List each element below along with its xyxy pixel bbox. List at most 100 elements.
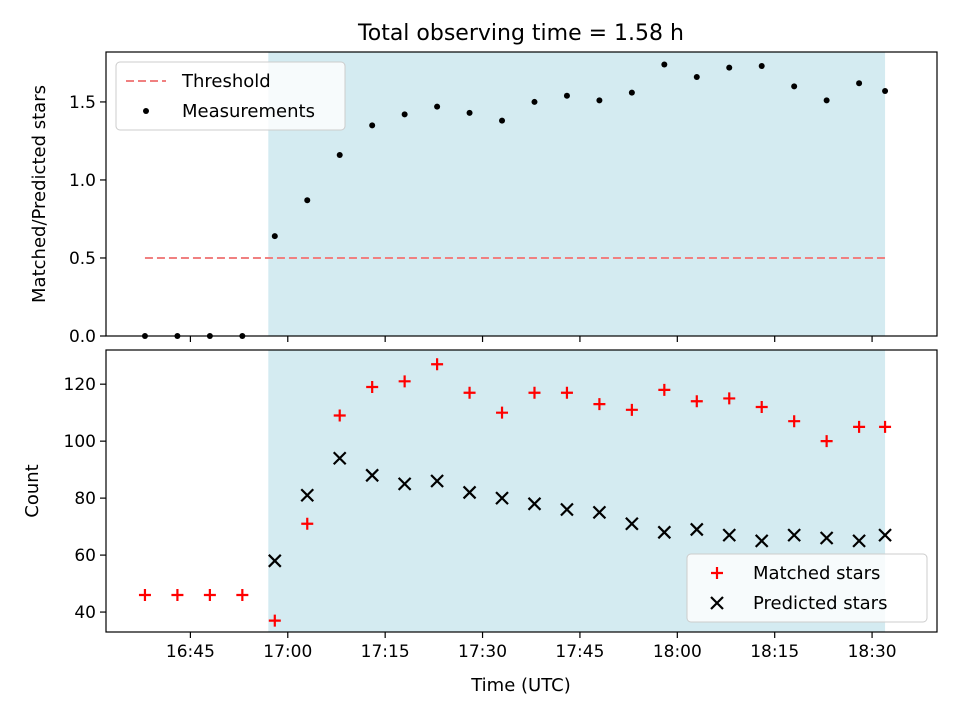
- measurement-point: [563, 92, 570, 99]
- matched-stars-point: [879, 420, 892, 433]
- predicted-stars-point: [527, 497, 542, 511]
- x-tick-label: 18:30: [848, 642, 897, 662]
- predicted-stars-point: [819, 531, 834, 545]
- predicted-stars-point: [430, 474, 444, 488]
- bottom-y-axis-label: Count: [22, 464, 43, 517]
- predicted-stars-point: [690, 522, 704, 537]
- matched-stars-point: [203, 588, 216, 601]
- bottom-y-tick-label: 120: [64, 375, 96, 395]
- legend-label: Measurements: [182, 101, 315, 122]
- measurement-point: [434, 103, 441, 110]
- matched-stars-point: [496, 406, 509, 419]
- matched-stars-point: [398, 375, 411, 388]
- top-y-tick-label: 0.0: [69, 327, 96, 347]
- measurement-point: [271, 233, 278, 240]
- matched-stars-point: [463, 386, 476, 399]
- measurement-point: [499, 117, 506, 124]
- measurement-point: [823, 97, 830, 104]
- matched-stars-point: [690, 395, 703, 408]
- legend-label: Matched stars: [753, 563, 880, 584]
- matched-stars-point: [658, 383, 671, 396]
- predicted-stars-point: [268, 554, 282, 568]
- top-y-tick-label: 0.5: [69, 249, 96, 269]
- measurement-point: [726, 64, 733, 71]
- measurement-point: [628, 89, 635, 96]
- predicted-stars-point: [300, 488, 315, 503]
- x-tick-label: 17:45: [555, 642, 604, 662]
- measurement-point: [531, 98, 538, 105]
- x-tick-label: 17:00: [263, 642, 312, 662]
- predicted-stars-point: [625, 516, 639, 531]
- matched-stars-point: [723, 392, 736, 405]
- bottom-y-tick-label: 80: [74, 489, 96, 509]
- predicted-stars-point: [754, 534, 769, 548]
- legend-predicted-swatch: [710, 596, 724, 610]
- measurement-point: [882, 88, 889, 95]
- x-tick-label: 17:30: [458, 642, 507, 662]
- top-axes-frame: [105, 51, 938, 337]
- legend-box: [115, 61, 346, 131]
- measurement-point: [596, 97, 603, 104]
- bottom-y-tick-label: 60: [74, 546, 96, 566]
- bottom-y-tick-label: 100: [64, 432, 96, 452]
- top-y-tick-label: 1.5: [69, 93, 96, 113]
- measurement-point: [369, 122, 376, 129]
- matched-stars-point: [788, 415, 801, 428]
- matched-stars-point: [333, 409, 346, 422]
- legend-label: Predicted stars: [753, 593, 887, 614]
- measurement-point: [401, 111, 408, 118]
- predicted-stars-point: [592, 505, 607, 520]
- matched-stars-point: [593, 398, 606, 411]
- x-tick-label: 18:00: [653, 642, 702, 662]
- legend-box: [686, 553, 928, 623]
- matched-stars-point: [431, 358, 444, 371]
- predicted-stars-point: [332, 451, 347, 466]
- matched-stars-point: [366, 381, 379, 394]
- top-y-tick-label: 1.0: [69, 171, 96, 191]
- top-y-axis-label: Matched/Predicted stars: [29, 85, 50, 303]
- chart-title: Total observing time = 1.58 h: [357, 21, 684, 46]
- x-axis-label: Time (UTC): [470, 675, 571, 696]
- x-tick-label: 17:15: [361, 642, 410, 662]
- predicted-stars-point: [495, 491, 509, 505]
- x-tick-label: 16:45: [166, 642, 215, 662]
- measurement-point: [856, 80, 863, 87]
- matched-stars-point: [528, 386, 541, 399]
- measurement-point: [304, 197, 311, 204]
- bottom-y-tick-label: 40: [74, 603, 96, 623]
- legend-label: Threshold: [181, 71, 271, 92]
- predicted-stars-point: [365, 468, 379, 483]
- matched-stars-point: [560, 386, 573, 399]
- matched-stars-point: [301, 517, 314, 530]
- matched-stars-point: [138, 588, 151, 601]
- matched-stars-point: [755, 400, 768, 413]
- matched-stars-point: [171, 588, 184, 601]
- predicted-stars-point: [462, 485, 477, 500]
- predicted-stars-point: [722, 528, 737, 542]
- measurement-point: [791, 83, 798, 90]
- matched-stars-point: [820, 435, 833, 448]
- predicted-stars-point: [787, 528, 801, 542]
- top-panel: 0.0 0.5 1.0 1.5 Threshold Measurements: [69, 51, 938, 347]
- top-legend: Threshold Measurements: [115, 61, 346, 131]
- measurement-point: [661, 61, 668, 68]
- bottom-panel: 40 60 80 100 120 16:45 17:00 17:15 17:30 17:45 18:…: [64, 349, 938, 662]
- predicted-stars-point: [878, 528, 892, 542]
- predicted-stars-point: [657, 525, 672, 540]
- measurement-point: [336, 151, 343, 158]
- measurement-point: [466, 109, 473, 116]
- measurement-point: [758, 63, 765, 70]
- matched-stars-point: [236, 588, 249, 601]
- matched-stars-point: [268, 614, 281, 627]
- bottom-legend: Matched stars Predicted stars: [686, 553, 928, 623]
- top-shaded-interval: [268, 52, 886, 336]
- predicted-stars-point: [397, 477, 412, 491]
- predicted-stars-point: [852, 534, 866, 548]
- measurement-point: [693, 73, 700, 80]
- matched-stars-point: [853, 420, 866, 433]
- bottom-axes-frame: [105, 349, 938, 633]
- legend-measurement-swatch: [143, 108, 149, 114]
- legend-matched-swatch: [711, 567, 723, 579]
- matched-stars-point: [625, 403, 638, 416]
